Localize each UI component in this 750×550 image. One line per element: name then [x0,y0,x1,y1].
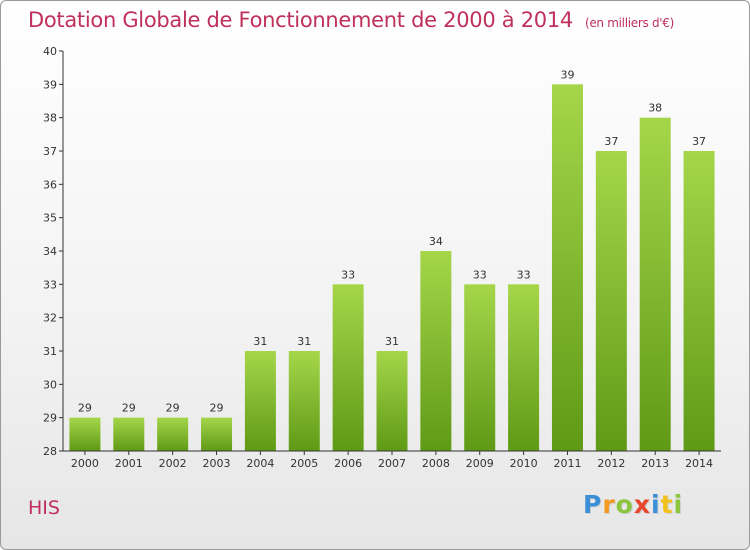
data-label-2008: 34 [429,235,443,248]
chart-title-text: Dotation Globale de Fonctionnement de 20… [28,8,573,32]
x-tick-label-2007: 2007 [378,457,406,470]
logo-letter: P [583,490,603,519]
y-tick-label-40: 40 [43,45,57,58]
x-tick-label-2005: 2005 [290,457,318,470]
logo-letter: x [633,490,651,519]
x-tick-label-2012: 2012 [597,457,625,470]
y-tick-label-36: 36 [43,178,57,191]
y-tick-label-30: 30 [43,378,57,391]
x-tick-label-2009: 2009 [466,457,494,470]
data-label-2002: 29 [166,402,180,415]
x-tick-label-2006: 2006 [334,457,362,470]
bar-2012 [595,151,627,451]
x-tick-label-2011: 2011 [553,457,581,470]
y-tick-label-35: 35 [43,212,57,225]
data-label-2007: 31 [385,335,399,348]
commune-name: HIS [28,497,60,519]
bar-2008 [420,251,452,451]
y-tick-label-39: 39 [43,78,57,91]
y-tick-label-31: 31 [43,345,57,358]
proxiti-logo: Proxiti [583,490,683,519]
logo-letter: r [602,490,616,519]
chart-subtitle: (en milliers d'€) [584,16,674,30]
x-tick-label-2004: 2004 [246,457,274,470]
bar-2004 [244,351,276,451]
y-tick-label-34: 34 [43,245,57,258]
x-tick-label-2013: 2013 [641,457,669,470]
y-tick-label-32: 32 [43,312,57,325]
bar-2001 [113,417,145,451]
y-tick-label-37: 37 [43,145,57,158]
logo-letter: i [673,490,684,519]
bar-2009 [464,284,496,451]
data-label-2005: 31 [297,335,311,348]
x-tick-label-2003: 2003 [203,457,231,470]
logo-letter: o [615,490,634,519]
data-label-2014: 37 [692,135,706,148]
bar-2007 [376,351,408,451]
bar-2010 [508,284,540,451]
y-tick-label-38: 38 [43,112,57,125]
x-tick-label-2014: 2014 [685,457,713,470]
bars-group: 29 29 29 29 31 31 33 31 34 33 33 39 37 38 37 [69,68,715,452]
axes-group: 2000 2001 2002 2003 2004 2005 2006 2007 2008 2009… [43,45,721,470]
y-tick-label-29: 29 [43,412,57,425]
bar-2005 [288,351,320,451]
chart-title: Dotation Globale de Fonctionnement de 20… [28,8,674,32]
data-label-2001: 29 [122,402,136,415]
data-label-2012: 37 [604,135,618,148]
bar-2002 [157,417,189,451]
logo-letter: t [660,490,674,519]
x-tick-label-2002: 2002 [159,457,187,470]
data-label-2004: 31 [253,335,267,348]
logo-letter: i [651,490,661,519]
x-tick-label-2010: 2010 [510,457,538,470]
y-tick-label-33: 33 [43,278,57,291]
x-tick-label-2008: 2008 [422,457,450,470]
bar-2013 [639,117,671,452]
data-label-2006: 33 [341,268,355,281]
x-tick-label-2001: 2001 [115,457,143,470]
data-label-2011: 39 [560,68,574,81]
data-label-2000: 29 [78,402,92,415]
data-label-2003: 29 [210,402,224,415]
data-label-2009: 33 [473,268,487,281]
bar-2000 [69,417,101,451]
bar-2006 [332,284,364,451]
x-tick-label-2000: 2000 [71,457,99,470]
bar-2014 [683,151,715,451]
bar-2003 [201,417,233,451]
y-tick-label-28: 28 [43,445,57,458]
data-label-2013: 38 [648,102,662,115]
bar-2011 [551,84,583,451]
data-label-2010: 33 [517,268,531,281]
